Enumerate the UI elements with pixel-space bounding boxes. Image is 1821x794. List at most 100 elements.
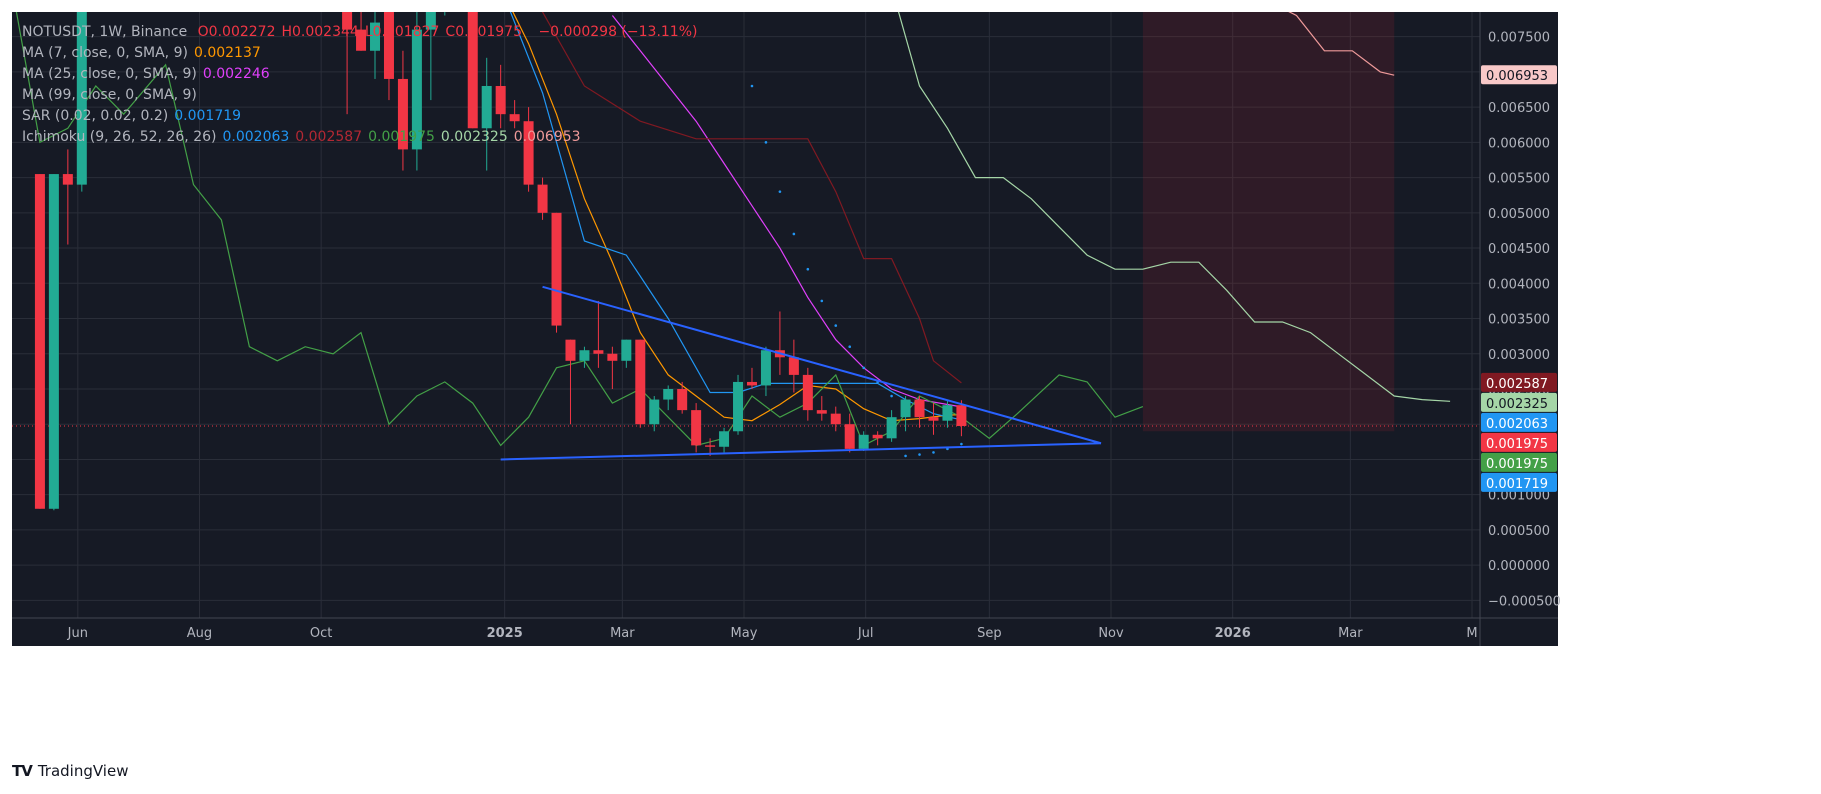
candle-body (523, 121, 534, 185)
candle-body (48, 174, 59, 509)
y-tick-label: 0.001000 (1488, 489, 1550, 504)
sar-point (848, 345, 852, 349)
candle-body (928, 417, 939, 421)
candle-body (872, 434, 883, 439)
sar-point (862, 366, 865, 370)
candle-body (481, 85, 492, 129)
series-line-spanB (1288, 12, 1395, 76)
candle-body (342, 12, 353, 30)
candle-body (467, 12, 478, 129)
tradingview-logo-icon: TV (12, 762, 33, 780)
candle-body (509, 114, 520, 122)
candle-body (830, 413, 841, 425)
candle-body (537, 184, 548, 213)
sar-point (890, 394, 893, 398)
candle-body (719, 431, 730, 447)
candle-body (733, 381, 744, 432)
price-label-box (1481, 472, 1557, 492)
price-label: 0.006953 (1486, 69, 1548, 84)
x-tick-label: Nov (1098, 626, 1124, 641)
series-line-kijun (541, 12, 962, 384)
price-label: 0.001975 (1486, 457, 1548, 472)
price-label-box (1481, 65, 1557, 85)
plot-area[interactable] (12, 0, 1480, 511)
candle-body (579, 350, 590, 361)
candle-body (425, 12, 436, 30)
y-tick-label: 0.006000 (1488, 136, 1550, 151)
candle-body (802, 374, 813, 411)
y-tick-label: 0.000000 (1488, 559, 1550, 574)
sar-point (764, 141, 768, 144)
y-tick-label: 0.003500 (1488, 313, 1550, 328)
price-label: 0.002587 (1486, 377, 1548, 392)
sar-point (834, 324, 838, 327)
sar-point (750, 84, 754, 88)
candle-body (942, 405, 953, 421)
candle-body (956, 405, 967, 426)
sar-point (820, 299, 824, 303)
candle-body (649, 399, 660, 425)
candle-body (62, 174, 73, 185)
candle-body (914, 399, 925, 418)
candle-body (76, 12, 87, 185)
candle-body (691, 410, 702, 446)
candle-body (370, 22, 381, 51)
candle-body (34, 174, 45, 509)
x-tick-label: Sep (977, 626, 1002, 641)
candle-body (356, 29, 367, 51)
series-line-spanA (897, 12, 1451, 402)
candle-body (621, 339, 632, 361)
price-label: 0.002325 (1486, 397, 1548, 412)
ichimoku-cloud (1142, 12, 1395, 432)
y-tick-label: 0.003000 (1488, 348, 1550, 363)
candle-body (495, 85, 506, 115)
y-tick-label: 0.006500 (1488, 101, 1550, 116)
y-tick-label: 0.000500 (1488, 524, 1550, 539)
x-tick-label: Jun (67, 626, 88, 641)
series-line-ma25 (611, 15, 962, 408)
candle-body (383, 12, 394, 79)
price-label: 0.001719 (1486, 477, 1548, 492)
candle-body (551, 212, 562, 326)
candle-body (635, 339, 646, 425)
x-tick-label: Jul (857, 626, 874, 641)
price-label-box (1481, 392, 1557, 412)
candle-body (788, 357, 799, 375)
candle-body (705, 445, 716, 447)
x-tick-label: May (731, 626, 758, 641)
y-tick-label: 0.004500 (1488, 242, 1550, 257)
y-tick-label: 0.005000 (1488, 207, 1550, 222)
sar-point (904, 454, 907, 458)
sar-point (806, 267, 810, 271)
candle-body (607, 353, 618, 361)
sar-point (778, 190, 782, 193)
y-tick-label: 0.004000 (1488, 277, 1550, 292)
x-tick-label: Mar (1338, 626, 1363, 641)
candle-body (663, 388, 674, 400)
price-label: 0.002063 (1486, 417, 1548, 432)
candle-body (746, 381, 757, 386)
sar-point (918, 453, 921, 456)
candle-body (886, 417, 897, 439)
x-tick-label: Oct (310, 626, 332, 641)
candle-body (844, 424, 855, 449)
y-tick-label: 0.007500 (1488, 31, 1550, 46)
candle-body (397, 78, 408, 150)
price-label-box (1481, 452, 1557, 472)
candle-body (900, 399, 911, 418)
x-tick-label: Aug (187, 626, 212, 641)
candle-body (677, 388, 688, 411)
price-label-box (1481, 412, 1557, 432)
x-tick-label: Mar (610, 626, 635, 641)
price-label-box (1481, 432, 1557, 452)
candle-body (565, 339, 576, 361)
y-tick-label: −0.000500 (1488, 594, 1561, 609)
sar-point (932, 451, 935, 454)
candle-body (593, 350, 604, 354)
x-tick-label: 2025 (487, 626, 523, 641)
tradingview-branding[interactable]: TV TradingView (12, 762, 128, 780)
sar-point (792, 232, 796, 236)
trendline (542, 285, 1102, 445)
